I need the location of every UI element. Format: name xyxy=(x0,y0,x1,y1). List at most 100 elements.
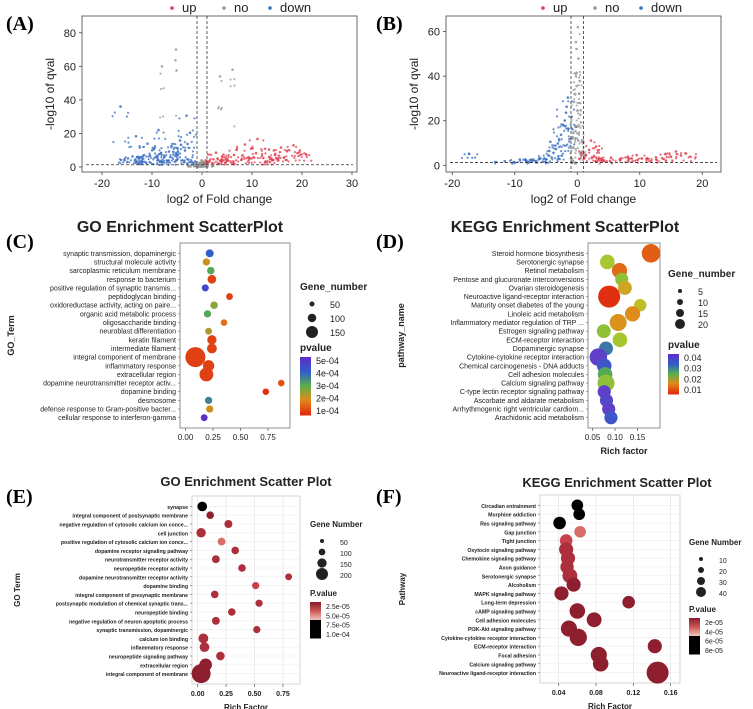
category-label: Cytokine-cytokine receptor interaction xyxy=(467,355,584,362)
color-bar-segment xyxy=(310,626,321,628)
data-point xyxy=(580,154,583,157)
data-point xyxy=(254,151,258,155)
category-label: Cell adhesion molecules xyxy=(508,372,584,379)
data-point xyxy=(537,154,541,158)
data-point xyxy=(543,156,546,160)
data-point xyxy=(189,161,192,164)
x-tick-label: 0.75 xyxy=(260,433,276,442)
x-axis-title: log2 of Fold change xyxy=(531,192,637,206)
data-point xyxy=(581,124,584,127)
data-point xyxy=(179,143,183,147)
data-point xyxy=(609,156,613,160)
data-point xyxy=(126,157,130,160)
data-point xyxy=(687,156,690,159)
data-point xyxy=(574,40,578,44)
data-point xyxy=(220,162,223,165)
y-tick-label: 40 xyxy=(64,95,76,107)
color-bar-segment xyxy=(300,373,311,377)
category-label: MAPK signaling pathway xyxy=(474,592,536,598)
data-point xyxy=(225,154,228,157)
data-point xyxy=(153,137,156,140)
bubble xyxy=(220,319,228,326)
color-bar-segment xyxy=(310,624,321,627)
data-point xyxy=(285,149,289,153)
data-point xyxy=(123,157,126,160)
data-point xyxy=(577,139,580,142)
data-point xyxy=(665,156,668,159)
bubble xyxy=(609,314,627,332)
size-legend-dot xyxy=(699,557,703,561)
category-label: structural molecule activity xyxy=(94,259,177,266)
category-label: Chemical carcinogenesis - DNA adducts xyxy=(459,363,584,370)
data-point xyxy=(281,160,285,163)
data-point xyxy=(211,161,214,164)
data-point xyxy=(163,161,166,165)
data-point xyxy=(562,123,565,126)
category-label: dopamine neurotransmitter receptor activ… xyxy=(43,381,176,388)
data-point xyxy=(274,154,277,157)
data-point xyxy=(174,114,178,117)
data-point xyxy=(157,137,161,140)
data-point xyxy=(565,105,568,109)
legend-label: no xyxy=(234,0,248,15)
data-point xyxy=(182,146,185,149)
data-point xyxy=(185,133,189,136)
category-label: Arrhythmogenic right ventricular cardiom… xyxy=(453,407,585,414)
data-point xyxy=(560,149,563,153)
bubble xyxy=(604,411,618,425)
bubble xyxy=(211,616,220,625)
data-point xyxy=(579,113,582,117)
data-point xyxy=(593,141,596,144)
data-point xyxy=(274,149,277,152)
bubble xyxy=(622,595,635,609)
data-point xyxy=(583,156,587,159)
data-point xyxy=(279,156,282,160)
color-bar-segment xyxy=(300,357,311,360)
y-tick-label: 0 xyxy=(70,162,76,174)
data-point xyxy=(158,153,161,156)
color-legend-label: 0.03 xyxy=(684,364,702,374)
legend-dot xyxy=(639,6,643,10)
color-legend-title: P.value xyxy=(310,589,338,598)
data-point xyxy=(602,156,605,159)
bubble xyxy=(205,249,214,258)
data-point xyxy=(560,138,563,141)
data-point xyxy=(587,148,591,152)
data-point xyxy=(575,104,578,107)
data-point xyxy=(128,146,131,149)
data-point xyxy=(297,152,300,155)
size-legend-dot xyxy=(309,301,315,307)
data-point xyxy=(234,159,238,162)
data-point xyxy=(247,156,251,160)
size-legend-dot xyxy=(676,309,684,317)
x-tick-label: 0.25 xyxy=(205,433,221,442)
data-point xyxy=(221,156,224,159)
color-legend-title: pvalue xyxy=(668,340,700,351)
color-legend-title: pvalue xyxy=(300,343,332,354)
bubble xyxy=(641,244,661,263)
bubble xyxy=(646,661,669,684)
size-legend-dot xyxy=(678,289,682,293)
data-point xyxy=(694,157,697,160)
data-point xyxy=(594,156,598,159)
bubble xyxy=(226,293,233,300)
data-point xyxy=(231,68,234,71)
color-bar-segment xyxy=(300,407,311,411)
category-label: neuropeptide signaling pathway xyxy=(109,655,188,661)
category-label: Ras signaling pathway xyxy=(480,522,536,528)
data-point xyxy=(300,153,304,156)
data-point xyxy=(278,154,281,157)
data-point xyxy=(580,140,583,144)
data-point xyxy=(575,132,578,135)
category-label: intermediate filament xyxy=(111,346,176,353)
category-label: cellular response to interferon-gamma xyxy=(58,415,176,422)
data-point xyxy=(262,157,265,160)
data-point xyxy=(628,157,632,160)
data-point xyxy=(209,157,212,161)
data-point xyxy=(225,157,228,160)
data-point xyxy=(259,161,262,164)
category-label: integral component of membrane xyxy=(106,672,188,678)
data-point xyxy=(676,153,679,156)
data-point xyxy=(220,106,223,109)
